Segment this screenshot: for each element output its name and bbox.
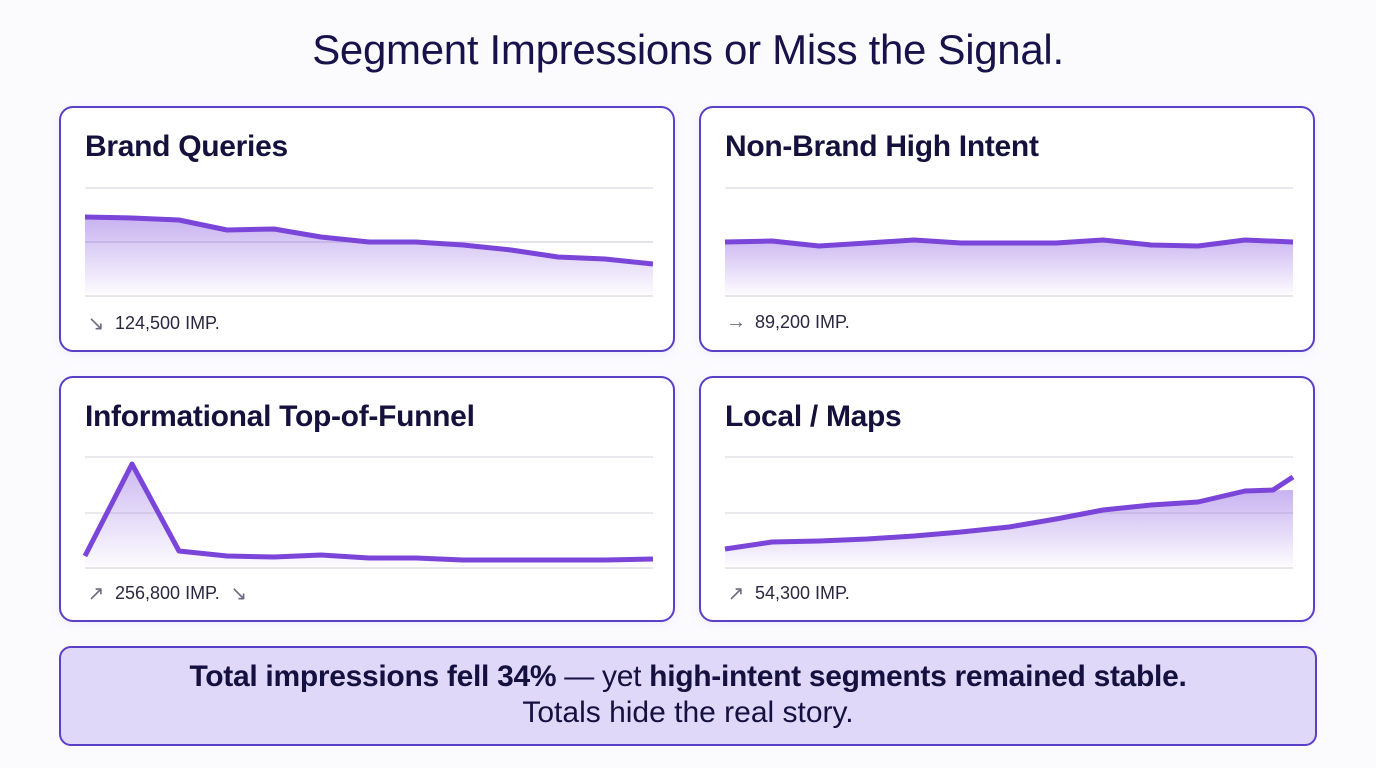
area-fill (725, 240, 1293, 294)
summary-highlight-high-intent: high-intent segments remained stable. (649, 660, 1187, 693)
trend-line (724, 474, 1295, 552)
card-brand-queries: Brand Queries ↘ 124,500 IMP. (59, 106, 675, 352)
card-footer: ↘ 124,500 IMP. (85, 311, 220, 336)
card-title: Local / Maps (725, 400, 902, 433)
page-title: Segment Impressions or Miss the Signal. (312, 26, 1064, 73)
sparkline-chart (724, 187, 1294, 297)
summary-banner: Total impressions fell 34% — yet high-in… (59, 646, 1317, 746)
card-title: Informational Top-of-Funnel (85, 400, 475, 433)
arrow-right-icon: → (726, 311, 746, 333)
area-fill (85, 464, 653, 566)
impressions-value: 54,300 IMP. (755, 583, 850, 603)
summary-highlight-total: Total impressions fell 34% (189, 660, 557, 693)
sparkline-chart (84, 187, 654, 297)
area-fill (85, 217, 653, 294)
summary-line-2: Totals hide the real story. (522, 696, 854, 729)
arrow-down-right-icon: ↘ (230, 583, 248, 605)
trend-line (82, 461, 654, 563)
chart-brand-queries (84, 186, 654, 297)
card-footer: ↗ 256,800 IMP. ↘ (85, 581, 250, 606)
trend-line (724, 237, 1294, 249)
sparkline-chart (82, 456, 654, 569)
impressions-value: 124,500 IMP. (115, 313, 220, 333)
summary-connector: — yet (556, 660, 650, 693)
sparkline-chart (724, 456, 1295, 569)
arrow-up-right-icon: ↗ (87, 583, 105, 605)
card-title: Non-Brand High Intent (725, 130, 1039, 163)
card-non-brand-high-intent: Non-Brand High Intent → 89,200 IMP. (699, 106, 1315, 352)
card-footer: ↗ 54,300 IMP. (725, 581, 850, 606)
trend-line (84, 214, 654, 267)
card-footer: → 89,200 IMP. (725, 311, 850, 334)
card-informational-top-of-funnel: Informational Top-of-Funnel ↗ 256,800 IM… (59, 376, 675, 622)
chart-local-maps (724, 456, 1295, 569)
card-local-maps: Local / Maps ↗ 54,300 IMP. (699, 376, 1315, 622)
arrow-down-right-icon: ↘ (87, 313, 105, 335)
impressions-value: 89,200 IMP. (755, 312, 850, 332)
summary-line-1: Total impressions fell 34% — yet high-in… (61, 660, 1315, 694)
chart-non-brand-high-intent (724, 186, 1294, 297)
chart-informational-top-of-funnel (82, 456, 654, 569)
card-title: Brand Queries (85, 130, 288, 163)
impressions-value: 256,800 IMP. (115, 583, 220, 603)
arrow-up-right-icon: ↗ (727, 583, 745, 605)
